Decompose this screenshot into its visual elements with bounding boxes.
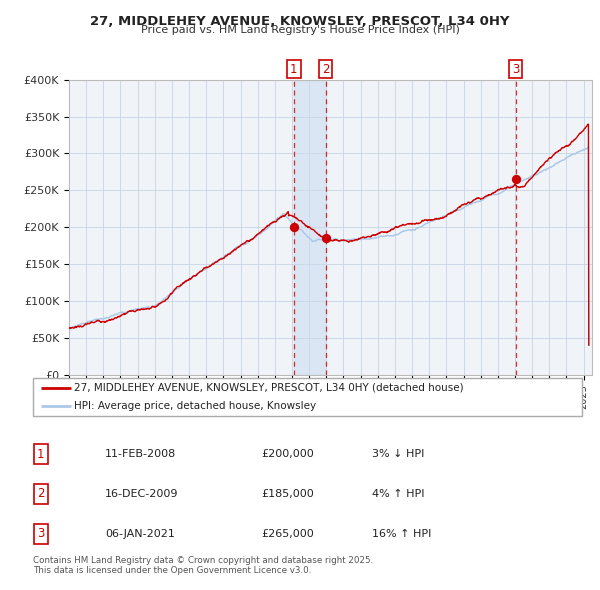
Point [321,234,331,243]
Text: 27, MIDDLEHEY AVENUE, KNOWSLEY, PRESCOT, L34 0HY (detached house): 27, MIDDLEHEY AVENUE, KNOWSLEY, PRESCOT,… [74,383,464,393]
Bar [294,80,326,375]
Text: 27, MIDDLEHEY AVENUE, KNOWSLEY, PRESCOT, L34 0HY: 27, MIDDLEHEY AVENUE, KNOWSLEY, PRESCOT,… [90,15,510,28]
Text: £200,000: £200,000 [261,450,314,459]
Text: Contains HM Land Registry data © Crown copyright and database right 2025.: Contains HM Land Registry data © Crown c… [33,556,373,565]
Text: 2: 2 [322,63,329,76]
Point [289,222,299,232]
Text: This data is licensed under the Open Government Licence v3.0.: This data is licensed under the Open Gov… [33,566,311,575]
Point [511,175,520,184]
Text: 11-FEB-2008: 11-FEB-2008 [105,450,176,459]
Text: 4% ↑ HPI: 4% ↑ HPI [372,489,425,499]
Text: 3% ↓ HPI: 3% ↓ HPI [372,450,424,459]
Text: £265,000: £265,000 [261,529,314,539]
Text: 1: 1 [290,63,298,76]
Text: HPI: Average price, detached house, Knowsley: HPI: Average price, detached house, Know… [74,401,316,411]
Text: 3: 3 [37,527,44,540]
Text: £185,000: £185,000 [261,489,314,499]
Text: 3: 3 [512,63,520,76]
Text: 06-JAN-2021: 06-JAN-2021 [105,529,175,539]
Text: 1: 1 [37,448,44,461]
Text: 16-DEC-2009: 16-DEC-2009 [105,489,179,499]
Text: 16% ↑ HPI: 16% ↑ HPI [372,529,431,539]
Text: 2: 2 [37,487,44,500]
Text: Price paid vs. HM Land Registry's House Price Index (HPI): Price paid vs. HM Land Registry's House … [140,25,460,35]
